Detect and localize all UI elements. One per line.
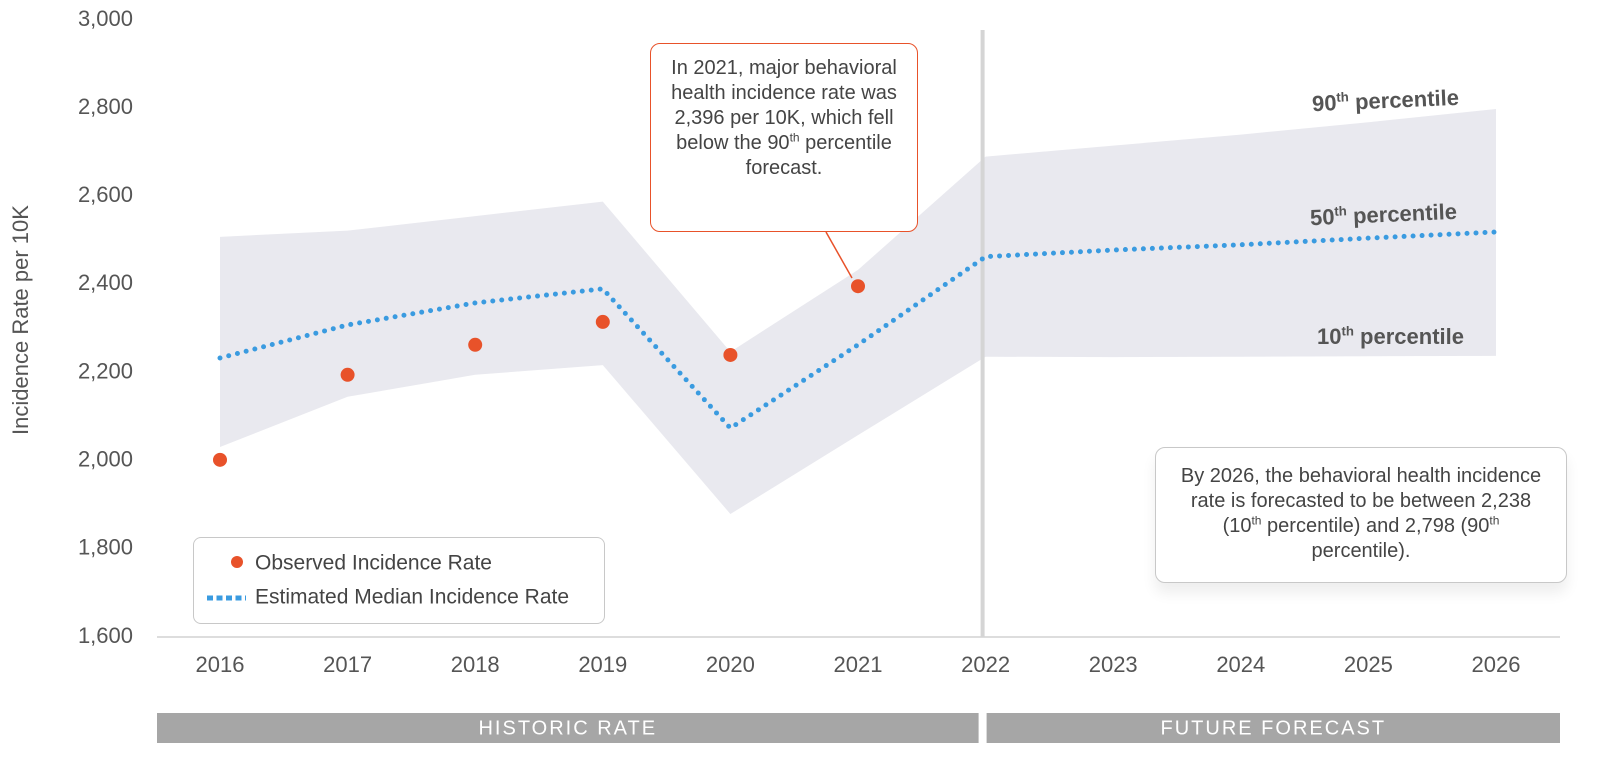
x-tick-label: 2020 [706,652,755,677]
text-run: percentile [1348,84,1460,115]
y-axis-label: Incidence Rate per 10K [8,205,33,435]
observed-point [851,279,865,294]
text-run: In 2021, major behavioral health inciden… [671,57,897,154]
text-run: percentile). [1311,540,1411,562]
legend-marker [231,556,243,568]
text-run: 90 [1311,90,1338,117]
observed-point [213,452,227,467]
x-tick-label: 2022 [961,652,1010,677]
annotation: By 2026, the behavioral health incidence… [1155,447,1567,583]
x-tick-label: 2018 [451,652,500,677]
superscript: th [789,130,800,145]
annotation: In 2021, major behavioral health inciden… [650,43,918,232]
x-tick-label: 2025 [1344,652,1393,677]
x-tick-label: 2019 [578,652,627,677]
percentile-band [220,109,1496,515]
text-run: percentile forecast. [745,132,892,179]
text-run: By 2026, the behavioral health incidence… [1180,465,1542,537]
median-line [217,229,1499,432]
y-tick-label: 3,000 [78,6,133,31]
y-tick-label: 1,800 [78,535,133,560]
superscript: th [1251,513,1262,528]
x-tick-label: 2026 [1472,652,1521,677]
y-tick-label: 2,000 [78,447,133,472]
observed-point [340,367,355,382]
period-label: FUTURE FORECAST [1161,717,1387,739]
x-tick-label: 2023 [1089,652,1138,677]
observed-point [595,314,610,329]
text-run: 50 [1309,204,1336,231]
text-run: percentile [1346,198,1458,229]
period-bar [157,713,979,743]
text-run: 10 [1317,324,1342,349]
text-run: percentile) and 2,798 (90 [1261,515,1490,537]
superscript: th [1341,323,1354,339]
text-run: percentile [1353,324,1464,349]
period-bar [986,713,1560,743]
legend-label: Observed Incidence Rate [255,552,492,575]
x-tick-label: 2024 [1216,652,1265,677]
y-tick-label: 1,600 [78,623,133,648]
y-tick-label: 2,400 [78,270,133,295]
x-tick-label: 2021 [834,652,883,677]
x-tick-label: 2017 [323,652,372,677]
legend-svg: Observed Incidence Rate Estimated Median … [207,552,569,609]
legend-label: Estimated Median Incidence Rate [255,586,569,609]
period-label: HISTORIC RATE [478,717,657,739]
observed-point [723,347,738,362]
legend: Observed Incidence Rate Estimated Median … [193,537,605,624]
y-tick-label: 2,200 [78,358,133,383]
x-tick-label: 2016 [196,652,245,677]
band-label: 10th percentile [1317,324,1464,350]
superscript: th [1333,203,1348,219]
superscript: th [1335,89,1350,105]
observed-point [468,337,483,352]
y-tick-label: 2,800 [78,94,133,119]
y-tick-label: 2,600 [78,182,133,207]
superscript: th [1489,513,1500,528]
annotation-pointer [825,231,853,279]
